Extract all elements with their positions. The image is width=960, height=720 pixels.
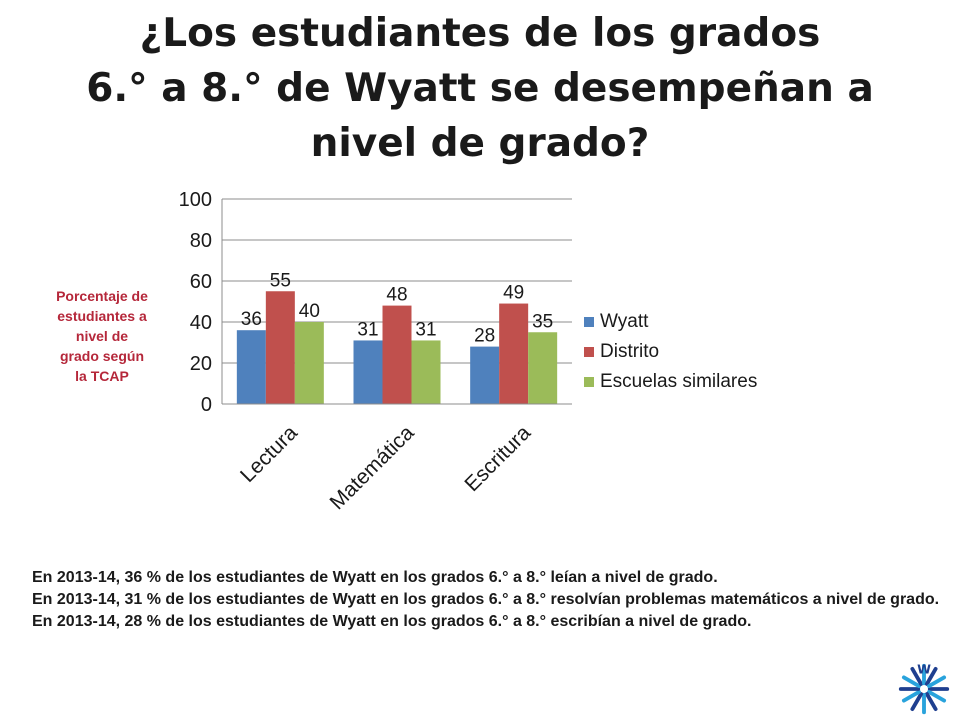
y-tick-label: 60	[190, 271, 212, 293]
category-label: Escritura	[460, 421, 535, 496]
y-tick-label: 100	[179, 189, 212, 211]
bar-escuelas-similares	[411, 340, 441, 404]
y-axis-title-line: grado según	[59, 348, 144, 364]
logo-arm	[910, 666, 924, 686]
legend-swatch	[584, 377, 594, 387]
logo-arm	[901, 675, 921, 689]
y-axis-title-line: Porcentaje de	[56, 288, 148, 304]
title-line-1: ¿Los estudiantes de los grados	[139, 11, 821, 56]
legend-label: Distrito	[600, 341, 659, 362]
logo-arm	[910, 692, 924, 712]
bar-escuelas-similares	[294, 322, 324, 404]
logo-arm	[927, 689, 947, 703]
data-label: 40	[299, 301, 320, 322]
legend-label: Wyatt	[600, 311, 649, 332]
logo-arm	[901, 689, 921, 703]
title-line-3: nivel de grado?	[310, 121, 650, 166]
y-tick-label: 80	[190, 230, 212, 252]
legend-swatch	[584, 317, 594, 327]
data-label: 55	[270, 270, 291, 291]
y-tick-label: 40	[190, 312, 212, 334]
data-label: 35	[532, 311, 553, 332]
y-axis-title: Porcentaje de estudiantes a nivel de gra…	[40, 286, 164, 386]
data-label: 36	[241, 309, 262, 330]
y-axis-title-line: estudiantes a	[57, 308, 147, 324]
y-tick-label: 0	[201, 394, 212, 416]
bar-distrito	[499, 303, 529, 404]
category-label: Lectura	[236, 421, 302, 487]
note-math: En 2013-14, 31 % de los estudiantes de W…	[32, 591, 940, 608]
bar-wyatt	[353, 340, 383, 404]
bar-wyatt	[470, 346, 500, 404]
y-axis-title-line: nivel de	[75, 328, 129, 344]
logo-arm	[924, 666, 938, 686]
data-label: 28	[474, 326, 495, 347]
logo-arm	[924, 692, 938, 712]
bar-distrito	[265, 291, 295, 404]
bar-escuelas-similares	[528, 332, 558, 404]
data-label: 31	[415, 319, 436, 340]
bar-wyatt	[236, 330, 266, 404]
data-label: 49	[503, 283, 524, 304]
category-label: Matemática	[326, 421, 419, 514]
slide-title: ¿Los estudiantes de los grados 6.° a 8.°…	[60, 6, 900, 171]
legend-label: Escuelas similares	[600, 371, 757, 392]
y-axis-title-line: la TCAP	[75, 368, 129, 384]
note-writing: En 2013-14, 28 % de los estudiantes de W…	[32, 613, 752, 630]
bar-chart: 0 20 40 60 80 100 36 55 40 Lectura 31 48 31 Matemátic…	[179, 189, 758, 514]
snowflake-logo-icon: W	[898, 662, 950, 715]
data-label: 31	[357, 319, 378, 340]
note-reading: En 2013-14, 36 % de los estudiantes de W…	[32, 569, 718, 586]
svg-text:W: W	[917, 662, 931, 677]
y-tick-label: 20	[190, 353, 212, 375]
legend-swatch	[584, 347, 594, 357]
notes: En 2013-14, 36 % de los estudiantes de W…	[32, 567, 952, 633]
title-line-2: 6.° a 8.° de Wyatt se desempeñan a	[86, 66, 874, 111]
logo-arm	[927, 675, 947, 689]
bar-distrito	[382, 305, 412, 404]
data-label: 48	[386, 285, 407, 306]
